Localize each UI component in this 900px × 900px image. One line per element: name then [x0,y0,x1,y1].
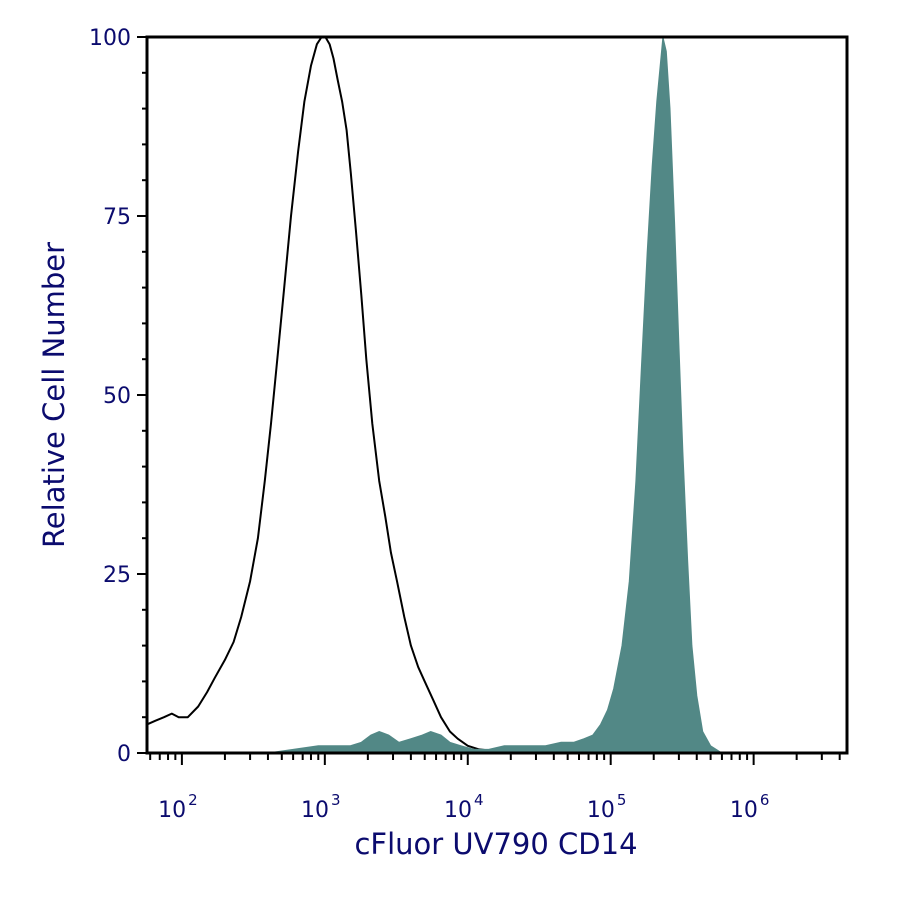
series-1-area [267,36,724,754]
series-layer [146,36,724,754]
y-tick-label: 25 [103,563,131,588]
x-tick-label: 10 3 [301,791,341,823]
y-tick-label: 100 [89,26,131,51]
labels-layer: 0 25 50 75 100 10 2 10 3 10 4 10 5 10 6 [89,26,769,823]
x-axis-title: cFluor UV790 CD14 [354,827,637,861]
ticks-layer [137,36,841,765]
x-tick-label: 10 2 [158,791,198,823]
y-tick-label: 0 [117,742,131,767]
y-tick-label: 50 [103,384,131,409]
x-tick-label: 10 6 [730,791,770,823]
x-tick-label: 10 5 [587,791,627,823]
y-axis-title: Relative Cell Number [37,242,71,548]
plot-frame [145,35,849,755]
x-tick-label: 10 4 [444,791,484,823]
series-0-line [146,36,568,754]
y-tick-label: 75 [103,205,131,230]
